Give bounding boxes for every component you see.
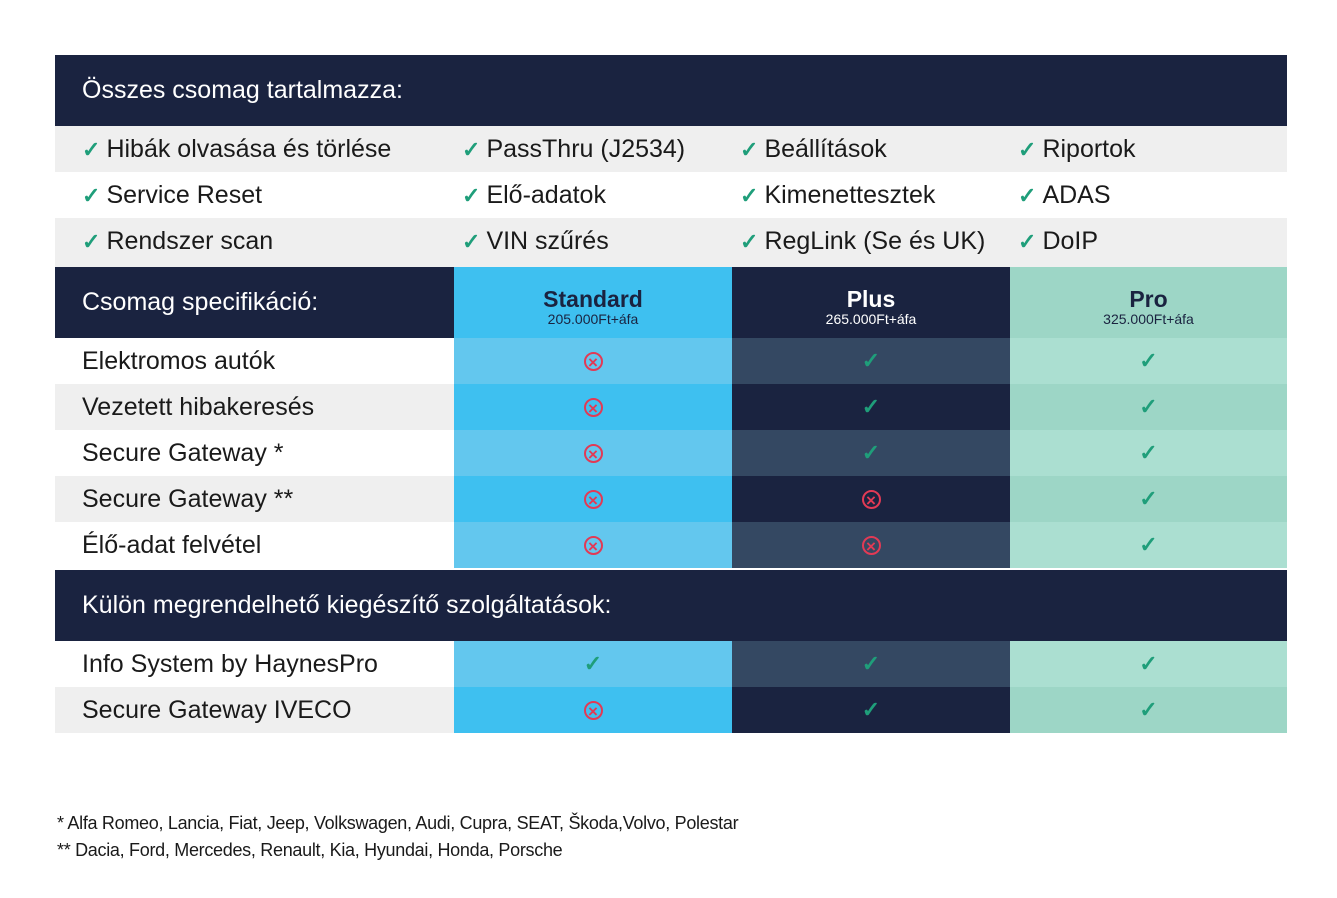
check-icon: ✓ [861,651,881,676]
check-icon: ✓ [740,137,759,162]
package-header-pro: Pro 325.000Ft+áfa [1010,267,1287,338]
feature-cell-plus: × [732,476,1010,522]
feature-cell-plus: ✓ [732,430,1010,476]
cross-circle-icon: × [861,489,881,509]
feature-cell-pro: ✓ [1010,384,1287,430]
cross-circle-icon: × [861,535,881,555]
cross-circle-icon: × [583,535,603,555]
feature-cell-standard: × [454,338,732,384]
check-icon: ✓ [82,183,101,208]
package-header-standard: Standard 205.000Ft+áfa [454,267,732,338]
included-row: ✓ Hibák olvasása és törlése ✓ PassThru (J2… [55,126,1287,172]
check-icon: ✓ [861,348,881,373]
included-item: ✓ RegLink (Se és UK) [740,227,986,255]
cross-circle-icon: × [583,700,603,720]
included-item: ✓ ADAS [1018,181,1111,209]
included-item: ✓ PassThru (J2534) [462,135,686,163]
feature-cell-pro: ✓ [1010,430,1287,476]
feature-cell-pro: ✓ [1010,522,1287,568]
check-icon: ✓ [82,137,101,162]
check-icon: ✓ [462,229,481,254]
check-icon: ✓ [1139,651,1158,676]
check-icon: ✓ [1139,532,1158,557]
feature-label: Elektromos autók [55,338,454,384]
check-icon: ✓ [462,183,481,208]
feature-label: Élő-adat felvétel [55,522,454,568]
package-name: Standard [543,286,643,312]
feature-cell-pro: ✓ [1010,687,1287,733]
check-icon: ✓ [861,394,881,419]
feature-cell-pro: ✓ [1010,476,1287,522]
package-header-plus: Plus 265.000Ft+áfa [732,267,1010,338]
check-icon: ✓ [861,697,881,722]
included-item: ✓ VIN szűrés [462,227,609,255]
feature-cell-standard: × [454,384,732,430]
check-icon: ✓ [1139,486,1158,511]
feature-cell-plus: ✓ [732,687,1010,733]
package-price: 205.000Ft+áfa [547,311,639,327]
footnote-single-star: * Alfa Romeo, Lancia, Fiat, Jeep, Volksw… [57,813,739,833]
included-item: ✓ DoIP [1018,227,1099,255]
feature-cell-standard: × [454,430,732,476]
feature-cell-plus: ✓ [732,641,1010,687]
feature-cell-plus: ✓ [732,384,1010,430]
feature-label: Secure Gateway * [55,430,454,476]
check-icon: ✓ [740,183,759,208]
included-item: ✓ Riportok [1018,135,1136,163]
addons-section-title: Külön megrendelhető kiegészítő szolgálta… [55,570,1287,641]
included-item: ✓ Beállítások [740,135,887,163]
footnote-double-star: ** Dacia, Ford, Mercedes, Renault, Kia, … [57,840,563,860]
check-icon: ✓ [1139,348,1158,373]
check-icon: ✓ [583,651,603,676]
included-item: ✓ Rendszer scan [82,227,274,255]
feature-label: Secure Gateway ** [55,476,454,522]
feature-label: Info System by HaynesPro [55,641,454,687]
check-icon: ✓ [1018,137,1037,162]
included-row: ✓ Service Reset ✓ Elő-adatok ✓ Kimenetteszt… [55,172,1287,218]
check-icon: ✓ [1139,394,1158,419]
check-icon: ✓ [1018,229,1037,254]
check-icon: ✓ [861,440,881,465]
feature-label: Secure Gateway IVECO [55,687,454,733]
check-icon: ✓ [82,229,101,254]
package-name: Plus [846,286,896,312]
feature-cell-pro: ✓ [1010,641,1287,687]
cross-circle-icon: × [583,489,603,509]
feature-cell-plus: × [732,522,1010,568]
check-icon: ✓ [1139,440,1158,465]
feature-cell-standard: × [454,687,732,733]
cross-circle-icon: × [583,443,603,463]
cross-circle-icon: × [583,397,603,417]
feature-cell-plus: ✓ [732,338,1010,384]
check-icon: ✓ [740,229,759,254]
included-item: ✓ Hibák olvasása és törlése [82,135,392,163]
package-price: 265.000Ft+áfa [825,311,917,327]
feature-cell-pro: ✓ [1010,338,1287,384]
included-item: ✓ Elő-adatok [462,181,606,209]
spec-section-title: Csomag specifikáció: [55,267,454,338]
feature-cell-standard: ✓ [454,641,732,687]
included-item: ✓ Service Reset [82,181,263,209]
included-item: ✓ Kimenettesztek [740,181,936,209]
cross-circle-icon: × [583,351,603,371]
feature-cell-standard: × [454,522,732,568]
feature-cell-standard: × [454,476,732,522]
included-section-title: Összes csomag tartalmazza: [55,55,1287,126]
package-name: Pro [1129,286,1168,312]
included-row: ✓ Rendszer scan ✓ VIN szűrés ✓ RegLink (Se … [55,218,1287,267]
check-icon: ✓ [1139,697,1158,722]
check-icon: ✓ [462,137,481,162]
package-price: 325.000Ft+áfa [1103,311,1194,327]
feature-label: Vezetett hibakeresés [55,384,454,430]
check-icon: ✓ [1018,183,1037,208]
